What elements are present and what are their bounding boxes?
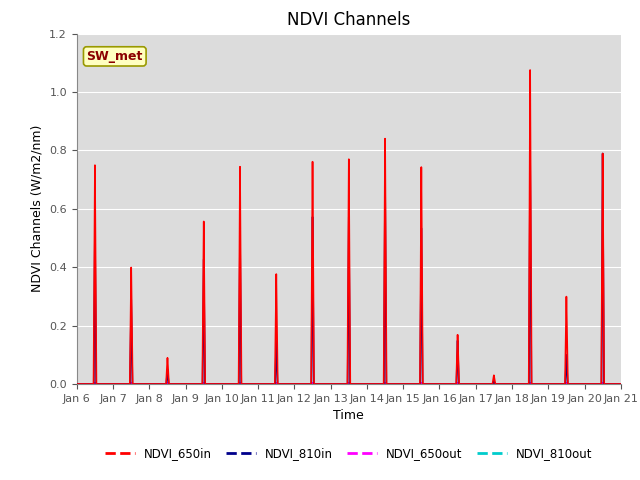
Text: SW_met: SW_met [86, 50, 143, 63]
Title: NDVI Channels: NDVI Channels [287, 11, 410, 29]
X-axis label: Time: Time [333, 409, 364, 422]
Y-axis label: NDVI Channels (W/m2/nm): NDVI Channels (W/m2/nm) [31, 125, 44, 292]
Legend: NDVI_650in, NDVI_810in, NDVI_650out, NDVI_810out: NDVI_650in, NDVI_810in, NDVI_650out, NDV… [100, 443, 597, 465]
